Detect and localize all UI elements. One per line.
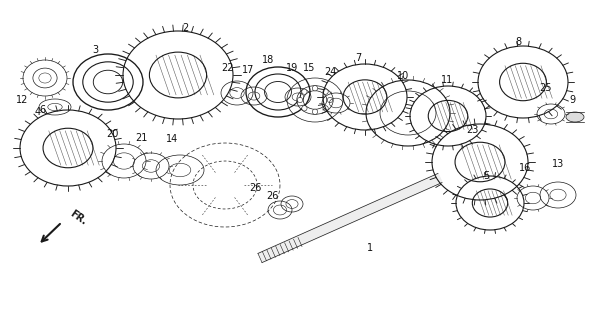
Text: 8: 8 — [515, 37, 521, 47]
Text: 13: 13 — [552, 159, 564, 169]
Text: 16: 16 — [519, 163, 531, 173]
Text: 15: 15 — [303, 63, 315, 73]
Circle shape — [323, 106, 328, 111]
Text: 17: 17 — [242, 65, 254, 75]
Text: 26: 26 — [266, 191, 278, 201]
Text: 1: 1 — [367, 243, 373, 253]
Text: 23: 23 — [466, 125, 478, 135]
Text: 20: 20 — [106, 129, 118, 139]
Text: 12: 12 — [16, 95, 28, 105]
Text: 9: 9 — [569, 95, 575, 105]
Polygon shape — [258, 173, 442, 263]
Text: 11: 11 — [441, 75, 453, 85]
Circle shape — [302, 106, 307, 111]
Circle shape — [313, 85, 318, 91]
Text: 24: 24 — [324, 67, 336, 77]
Text: 5: 5 — [483, 171, 489, 181]
Text: FR.: FR. — [68, 209, 88, 227]
Text: 4: 4 — [35, 107, 41, 117]
Circle shape — [297, 97, 303, 103]
Circle shape — [302, 89, 307, 94]
Text: 19: 19 — [286, 63, 298, 73]
Text: 25: 25 — [538, 83, 551, 93]
Circle shape — [313, 109, 318, 115]
Circle shape — [323, 89, 328, 94]
Text: 14: 14 — [166, 134, 178, 144]
Text: 18: 18 — [262, 55, 274, 65]
Text: 21: 21 — [135, 133, 147, 143]
Text: 10: 10 — [397, 71, 409, 81]
Ellipse shape — [566, 112, 584, 122]
Text: 2: 2 — [182, 23, 188, 33]
Text: 26: 26 — [249, 183, 261, 193]
Text: 22: 22 — [222, 63, 234, 73]
Text: 7: 7 — [355, 53, 361, 63]
Circle shape — [328, 97, 332, 103]
Text: 6: 6 — [39, 105, 45, 115]
Text: 3: 3 — [92, 45, 98, 55]
